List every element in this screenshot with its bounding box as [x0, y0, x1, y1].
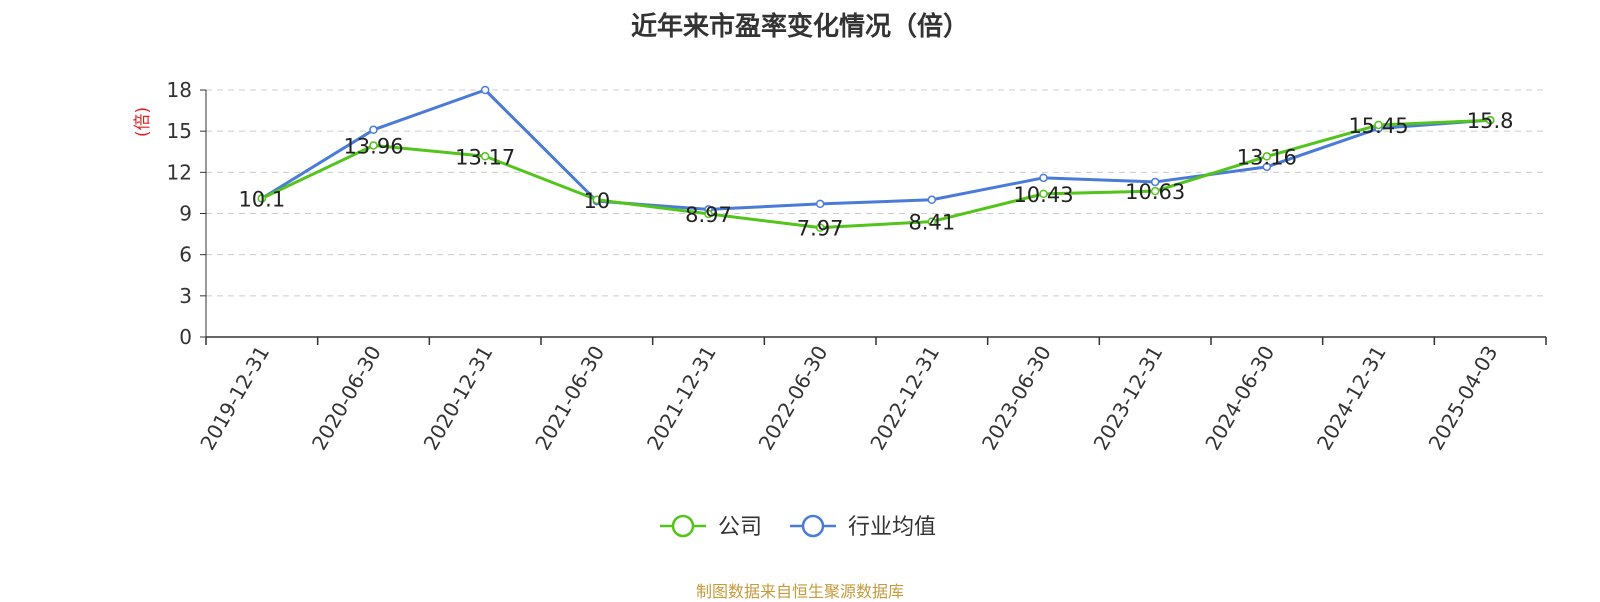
x-tick-label: 2023-06-30: [977, 342, 1056, 455]
x-tick-label: 2022-06-30: [754, 342, 833, 455]
legend-item-industry-average[interactable]: 行业均值: [790, 514, 936, 540]
x-tick-label: 2023-12-31: [1089, 342, 1168, 455]
data-label: 15.8: [1467, 109, 1514, 133]
data-point-company[interactable]: [1485, 115, 1495, 125]
y-tick-label: 3: [179, 284, 192, 308]
legend-marker-icon: [671, 514, 695, 538]
legend-item-company[interactable]: 公司: [660, 514, 762, 540]
data-point-company[interactable]: [927, 217, 937, 226]
data-point-company[interactable]: [480, 152, 490, 161]
data-point-industry-average[interactable]: [1039, 173, 1048, 183]
y-tick-label: 0: [179, 325, 192, 349]
data-point-company[interactable]: [704, 209, 713, 219]
series-line-company: [261, 118, 1491, 230]
y-tick-label: 18: [167, 78, 192, 102]
x-tick-label: 2024-12-31: [1312, 342, 1391, 455]
x-tick-label: 2021-06-30: [530, 342, 609, 455]
data-point-company[interactable]: [369, 141, 378, 150]
data-point-industry-average[interactable]: [815, 199, 825, 209]
legend-marker-icon: [801, 514, 825, 538]
data-point-company[interactable]: [592, 195, 602, 205]
y-tick-label: 12: [167, 160, 192, 184]
x-tick-label: 2019-12-31: [195, 342, 274, 455]
series-line-industry-average: [261, 88, 1491, 211]
data-label: 8.41: [908, 211, 955, 235]
data-point-company[interactable]: [1374, 120, 1383, 130]
data-point-company[interactable]: [257, 194, 267, 203]
data-label: 8.97: [685, 203, 732, 227]
data-point-industry-average[interactable]: [480, 85, 490, 95]
legend-label: 公司: [718, 515, 762, 540]
x-tick-label: 2025-04-03: [1424, 342, 1503, 455]
data-point-industry-average[interactable]: [927, 195, 937, 205]
series-lines: [257, 85, 1495, 232]
data-labels: 10.1 13.96 13.17 10 8.97 7.97 8.41 10.43 10.63 13…: [238, 109, 1513, 240]
data-label: 13.17: [455, 145, 515, 169]
data-point-industry-average[interactable]: [369, 125, 378, 135]
data-point-company[interactable]: [1039, 189, 1048, 199]
x-tick-label: 2020-12-31: [419, 341, 498, 454]
data-label: 10.43: [1013, 183, 1073, 207]
data-source-note: 制图数据来自恒生聚源数据库: [695, 582, 904, 601]
legend-label: 行业均值: [848, 515, 936, 540]
y-axis-label: (倍): [133, 107, 153, 137]
x-tick-label: 2020-06-30: [307, 342, 386, 455]
x-tick-label: 2021-12-31: [642, 342, 721, 455]
data-label: 7.97: [797, 217, 844, 241]
legend[interactable]: 公司 行业均值: [660, 514, 936, 540]
data-point-company[interactable]: [1262, 152, 1272, 161]
data-point-company[interactable]: [1150, 186, 1160, 196]
chart-title: 近年来市盈率变化情况（倍）: [630, 12, 969, 42]
data-label: 13.96: [343, 134, 403, 158]
y-tick-label: 6: [179, 243, 192, 267]
data-label: 15.45: [1348, 114, 1408, 138]
data-point-industry-average[interactable]: [1262, 162, 1272, 172]
data-point-company[interactable]: [815, 223, 825, 232]
data-point-industry-average[interactable]: [1150, 177, 1160, 187]
data-label: 10.63: [1125, 180, 1185, 204]
data-label: 13.16: [1237, 145, 1297, 169]
x-tick-label: 2022-12-31: [865, 341, 944, 454]
y-tick-label: 15: [167, 119, 192, 143]
data-label: 10.1: [238, 187, 285, 211]
y-tick-label: 9: [179, 202, 192, 226]
data-label: 10: [583, 189, 610, 213]
grid-lines: [206, 89, 1546, 297]
x-tick-label: 2024-06-30: [1200, 342, 1279, 455]
